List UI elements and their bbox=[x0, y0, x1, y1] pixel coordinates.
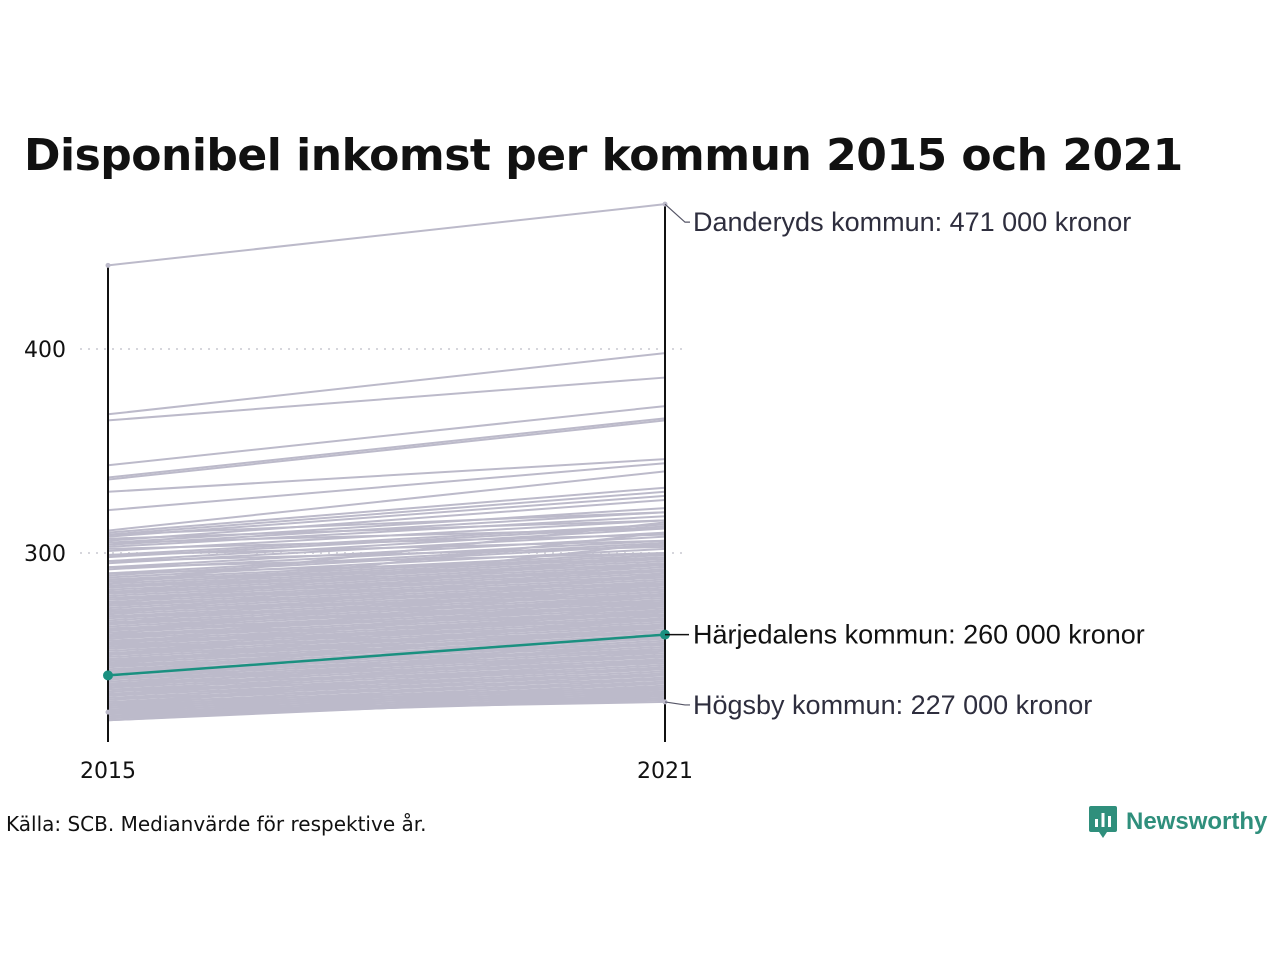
municipality-line bbox=[107, 458, 666, 493]
municipality-line bbox=[107, 521, 666, 585]
municipality-line bbox=[107, 582, 666, 632]
municipality-line bbox=[107, 649, 666, 697]
municipality-line bbox=[107, 462, 666, 512]
highlight-layer bbox=[103, 629, 670, 681]
municipality-line bbox=[107, 592, 666, 640]
municipality-line bbox=[107, 523, 666, 557]
municipality-line bbox=[107, 552, 666, 569]
municipality-line bbox=[107, 643, 666, 661]
municipality-line bbox=[107, 494, 666, 538]
axes-layer bbox=[107, 204, 666, 742]
municipality-line bbox=[107, 582, 666, 646]
highlight-line bbox=[107, 633, 666, 677]
municipality-line bbox=[107, 582, 666, 599]
municipality-line bbox=[107, 690, 666, 707]
municipality-line bbox=[107, 674, 666, 703]
municipality-line bbox=[107, 511, 666, 536]
municipality-line bbox=[107, 668, 666, 685]
municipality-line bbox=[107, 511, 666, 546]
municipality-line bbox=[107, 649, 666, 667]
municipality-line bbox=[107, 658, 666, 705]
municipality-line bbox=[107, 686, 666, 703]
municipality-line bbox=[107, 541, 666, 575]
municipality-line bbox=[107, 674, 666, 691]
brand-logo: Newsworthy bbox=[1088, 804, 1267, 840]
labels-layer: Danderyds kommun: 471 000 kronor Högsby k… bbox=[664, 203, 1145, 720]
municipality-line bbox=[107, 670, 666, 699]
highlight-label: Härjedalens kommun: 260 000 kronor bbox=[693, 620, 1145, 650]
municipality-line bbox=[107, 682, 666, 699]
annotation-label: Danderyds kommun: 471 000 kronor bbox=[693, 207, 1131, 237]
municipality-line bbox=[107, 515, 666, 548]
municipality-line bbox=[107, 376, 666, 422]
brand-name: Newsworthy bbox=[1126, 808, 1268, 835]
municipality-line bbox=[107, 625, 666, 642]
municipality-line bbox=[107, 507, 666, 544]
municipality-line bbox=[107, 688, 666, 705]
municipality-line bbox=[107, 692, 666, 710]
annotation-label: Högsby kommun: 227 000 kronor bbox=[693, 690, 1092, 720]
municipality-line bbox=[107, 600, 666, 648]
municipality-line bbox=[107, 613, 666, 630]
label-leader-line bbox=[664, 203, 690, 223]
municipality-line bbox=[107, 545, 666, 563]
line-point-2015 bbox=[105, 709, 111, 715]
label-leader-line bbox=[664, 701, 690, 706]
municipality-line bbox=[107, 552, 666, 616]
annotated-line bbox=[107, 700, 666, 714]
municipality-line bbox=[107, 619, 666, 636]
municipality-line bbox=[107, 613, 666, 677]
line-point-2015 bbox=[105, 262, 111, 268]
municipality-line bbox=[107, 519, 666, 540]
municipality-line bbox=[107, 609, 666, 656]
municipality-line bbox=[107, 535, 666, 569]
municipality-line bbox=[107, 617, 666, 665]
municipality-line bbox=[107, 678, 666, 695]
municipality-line bbox=[107, 576, 666, 593]
annotated-line bbox=[107, 203, 666, 267]
x-tick-label: 2015 bbox=[80, 759, 136, 784]
municipality-line bbox=[107, 490, 666, 536]
municipality-line bbox=[107, 572, 666, 636]
newsworthy-chart-icon bbox=[1089, 806, 1117, 838]
municipality-line bbox=[107, 498, 666, 542]
y-tick-label: 300 bbox=[24, 542, 66, 567]
municipality-line bbox=[107, 352, 666, 416]
municipality-line bbox=[107, 541, 666, 605]
highlight-point-2015 bbox=[103, 670, 113, 681]
municipality-line bbox=[107, 694, 666, 712]
municipality-line bbox=[107, 405, 666, 467]
municipality-line bbox=[107, 607, 666, 624]
municipality-line bbox=[107, 417, 666, 479]
chart-title: Disponibel inkomst per kommun 2015 och 2… bbox=[24, 130, 1183, 181]
municipality-line bbox=[107, 531, 666, 595]
municipality-line bbox=[107, 641, 666, 689]
municipality-line bbox=[107, 419, 666, 481]
municipality-line bbox=[107, 562, 666, 626]
municipality-line bbox=[107, 527, 666, 563]
municipality-line bbox=[107, 527, 666, 544]
background-lines bbox=[107, 352, 666, 722]
municipality-line bbox=[107, 486, 666, 534]
source-note: Källa: SCB. Medianvärde för respektive å… bbox=[6, 812, 427, 836]
x-tick-label: 2021 bbox=[637, 759, 693, 784]
municipality-line bbox=[107, 594, 666, 612]
municipality-line bbox=[107, 564, 666, 581]
municipality-line bbox=[107, 470, 666, 532]
municipality-line bbox=[107, 625, 666, 673]
municipality-line bbox=[107, 533, 666, 550]
y-tick-label: 400 bbox=[24, 338, 66, 363]
municipality-line bbox=[107, 558, 666, 575]
